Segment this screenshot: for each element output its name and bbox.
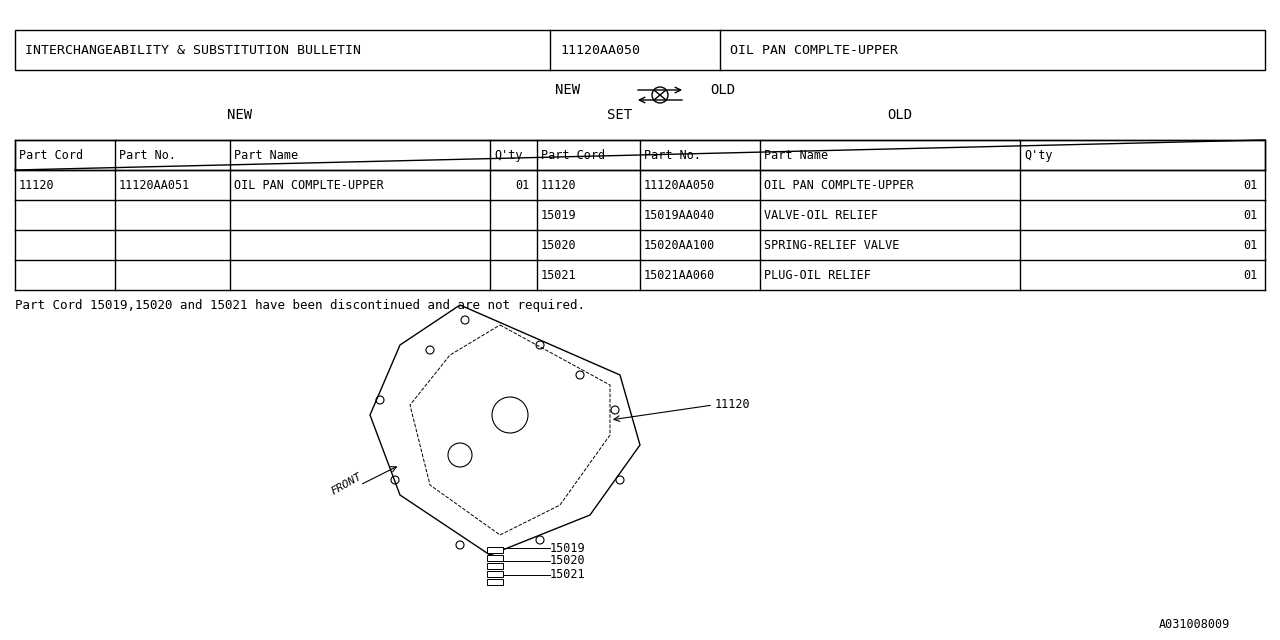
Bar — [486, 579, 503, 585]
Text: 15019AA040: 15019AA040 — [644, 209, 716, 221]
Text: 11120AA050: 11120AA050 — [644, 179, 716, 191]
Bar — [486, 571, 503, 577]
Bar — [486, 547, 503, 553]
Text: OIL PAN COMPLTE-UPPER: OIL PAN COMPLTE-UPPER — [234, 179, 384, 191]
Text: Part No.: Part No. — [119, 148, 177, 161]
Text: SET: SET — [608, 108, 632, 122]
Text: PLUG-OIL RELIEF: PLUG-OIL RELIEF — [764, 269, 870, 282]
Text: INTERCHANGEABILITY & SUBSTITUTION BULLETIN: INTERCHANGEABILITY & SUBSTITUTION BULLET… — [26, 44, 361, 56]
Text: 11120: 11120 — [716, 399, 750, 412]
Text: Part Cord 15019,15020 and 15021 have been discontinued and are not required.: Part Cord 15019,15020 and 15021 have bee… — [15, 298, 585, 312]
Text: Q'ty: Q'ty — [494, 148, 522, 161]
Text: Part No.: Part No. — [644, 148, 701, 161]
Text: 15020: 15020 — [541, 239, 576, 252]
Text: Part Cord: Part Cord — [541, 148, 605, 161]
Text: 01: 01 — [1243, 239, 1257, 252]
Bar — [15, 30, 1265, 70]
Bar — [486, 563, 503, 569]
Text: 01: 01 — [1243, 179, 1257, 191]
Text: 11120: 11120 — [19, 179, 55, 191]
Text: Part Name: Part Name — [234, 148, 298, 161]
Text: OIL PAN COMPLTE-UPPER: OIL PAN COMPLTE-UPPER — [764, 179, 914, 191]
Text: Q'ty: Q'ty — [1024, 148, 1052, 161]
Text: 15020AA100: 15020AA100 — [644, 239, 716, 252]
Text: 15019: 15019 — [541, 209, 576, 221]
Text: NEW: NEW — [554, 83, 580, 97]
Text: VALVE-OIL RELIEF: VALVE-OIL RELIEF — [764, 209, 878, 221]
Text: 15021: 15021 — [541, 269, 576, 282]
Text: OLD: OLD — [710, 83, 735, 97]
Text: Part Name: Part Name — [764, 148, 828, 161]
Text: 15020: 15020 — [550, 554, 586, 568]
Text: 15021AA060: 15021AA060 — [644, 269, 716, 282]
Text: 11120AA051: 11120AA051 — [119, 179, 191, 191]
Bar — [15, 140, 1265, 170]
Text: 01: 01 — [1243, 209, 1257, 221]
Text: SPRING-RELIEF VALVE: SPRING-RELIEF VALVE — [764, 239, 900, 252]
Text: 15019: 15019 — [550, 541, 586, 554]
Text: OIL PAN COMPLTE-UPPER: OIL PAN COMPLTE-UPPER — [730, 44, 899, 56]
Text: FRONT: FRONT — [330, 472, 365, 497]
Text: 11120: 11120 — [541, 179, 576, 191]
Text: 15021: 15021 — [550, 568, 586, 582]
Bar — [486, 555, 503, 561]
Text: Part Cord: Part Cord — [19, 148, 83, 161]
Text: 01: 01 — [1243, 269, 1257, 282]
Text: 11120AA050: 11120AA050 — [561, 44, 640, 56]
Text: NEW: NEW — [228, 108, 252, 122]
Text: 01: 01 — [516, 179, 530, 191]
Text: A031008009: A031008009 — [1158, 618, 1230, 632]
Text: OLD: OLD — [887, 108, 913, 122]
